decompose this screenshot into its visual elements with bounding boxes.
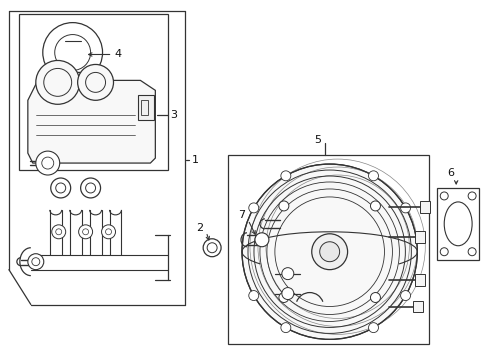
Polygon shape [420,201,429,213]
Polygon shape [436,188,478,260]
Circle shape [42,23,102,82]
Circle shape [254,233,268,247]
Text: 3: 3 [170,110,177,120]
Circle shape [248,291,258,301]
Circle shape [370,201,380,211]
Polygon shape [414,274,425,285]
Circle shape [79,225,92,239]
Circle shape [52,225,65,239]
Circle shape [280,323,290,333]
Circle shape [368,323,378,333]
Circle shape [203,239,221,257]
Circle shape [311,234,347,270]
Circle shape [281,288,293,300]
Circle shape [81,178,101,198]
Circle shape [36,60,80,104]
Polygon shape [138,95,154,120]
Circle shape [370,293,380,302]
Circle shape [51,178,71,198]
Polygon shape [28,72,155,163]
Circle shape [278,293,288,302]
Polygon shape [414,231,425,243]
Circle shape [28,254,44,270]
Text: 2: 2 [196,223,203,233]
Circle shape [368,171,378,181]
Polygon shape [412,301,423,312]
Circle shape [280,171,290,181]
Circle shape [400,203,410,213]
Text: 6: 6 [447,168,454,178]
Text: 4: 4 [114,49,122,59]
Circle shape [400,291,410,301]
Circle shape [278,201,288,211]
Text: 1: 1 [192,155,199,165]
Circle shape [242,164,416,339]
Text: 5: 5 [314,135,321,145]
Circle shape [248,203,258,213]
Circle shape [281,268,293,280]
Circle shape [319,242,339,262]
Circle shape [102,225,115,239]
Circle shape [36,151,60,175]
Circle shape [78,64,113,100]
Circle shape [55,35,90,71]
Text: 7: 7 [238,210,244,220]
